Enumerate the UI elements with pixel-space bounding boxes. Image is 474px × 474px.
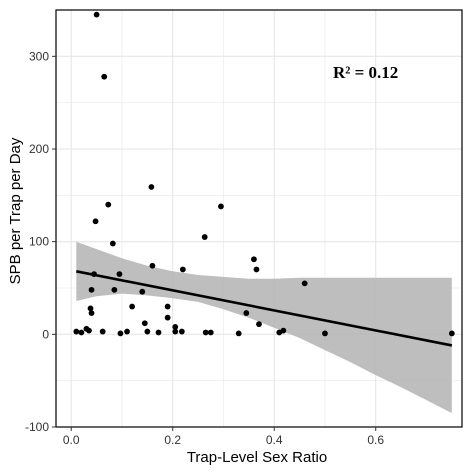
data-point xyxy=(149,262,156,269)
y-tick-label: -100 xyxy=(25,420,49,434)
data-point xyxy=(253,266,260,273)
confidence-band-layer xyxy=(76,241,452,414)
r-squared-annotation: R² = 0.12 xyxy=(333,63,398,82)
data-point xyxy=(141,320,148,327)
fit-line-layer xyxy=(76,270,453,347)
x-tick-label: 0.0 xyxy=(63,433,80,447)
confidence-band xyxy=(76,241,452,414)
data-point xyxy=(235,330,242,337)
data-point xyxy=(164,303,171,310)
data-point xyxy=(251,256,257,263)
data-point xyxy=(111,286,118,293)
data-point xyxy=(218,203,224,210)
y-tick-label: 200 xyxy=(29,142,49,156)
fit-line xyxy=(76,270,453,347)
panel-border xyxy=(55,9,463,428)
y-tick-label: 100 xyxy=(29,235,49,249)
data-point xyxy=(129,303,136,310)
data-point xyxy=(207,329,214,336)
data-point xyxy=(73,328,80,335)
data-point xyxy=(116,271,123,277)
x-tick-label: 0.4 xyxy=(266,433,283,447)
data-point xyxy=(109,240,116,247)
data-point xyxy=(91,271,97,277)
data-point xyxy=(148,184,155,190)
data-point xyxy=(124,328,130,335)
data-point xyxy=(178,328,185,335)
data-point xyxy=(322,330,328,337)
data-point xyxy=(243,310,250,316)
data-point xyxy=(172,324,179,330)
y-tick-label: 0 xyxy=(42,327,49,341)
data-point xyxy=(117,330,124,337)
data-point xyxy=(92,218,99,225)
data-point xyxy=(172,328,179,335)
data-point xyxy=(301,280,308,287)
data-point xyxy=(87,305,94,312)
x-tick-label: 0.6 xyxy=(367,433,384,447)
y-axis: -100 0 100 200 300 xyxy=(25,49,56,434)
data-point xyxy=(256,321,262,328)
x-axis-title: Trap-Level Sex Ratio xyxy=(187,449,327,466)
x-tick-label: 0.2 xyxy=(164,433,181,447)
points-layer xyxy=(73,11,455,337)
data-point xyxy=(144,328,151,335)
data-point xyxy=(202,329,209,336)
y-axis-title: SPB per Trap per Day xyxy=(7,137,24,284)
data-point xyxy=(93,11,100,18)
data-point xyxy=(201,234,208,240)
y-tick-label: 300 xyxy=(29,49,49,63)
data-point xyxy=(86,327,92,334)
data-point xyxy=(101,73,108,80)
data-point xyxy=(88,310,95,316)
data-point xyxy=(88,286,95,293)
data-point xyxy=(448,330,455,337)
x-axis: 0.0 0.2 0.4 0.6 xyxy=(63,427,384,447)
data-point xyxy=(105,201,112,208)
data-point xyxy=(280,327,287,334)
data-point xyxy=(139,288,146,295)
data-point xyxy=(164,314,171,321)
data-point xyxy=(99,328,106,335)
data-point xyxy=(155,329,162,336)
data-point xyxy=(78,329,85,336)
data-point xyxy=(179,266,186,273)
